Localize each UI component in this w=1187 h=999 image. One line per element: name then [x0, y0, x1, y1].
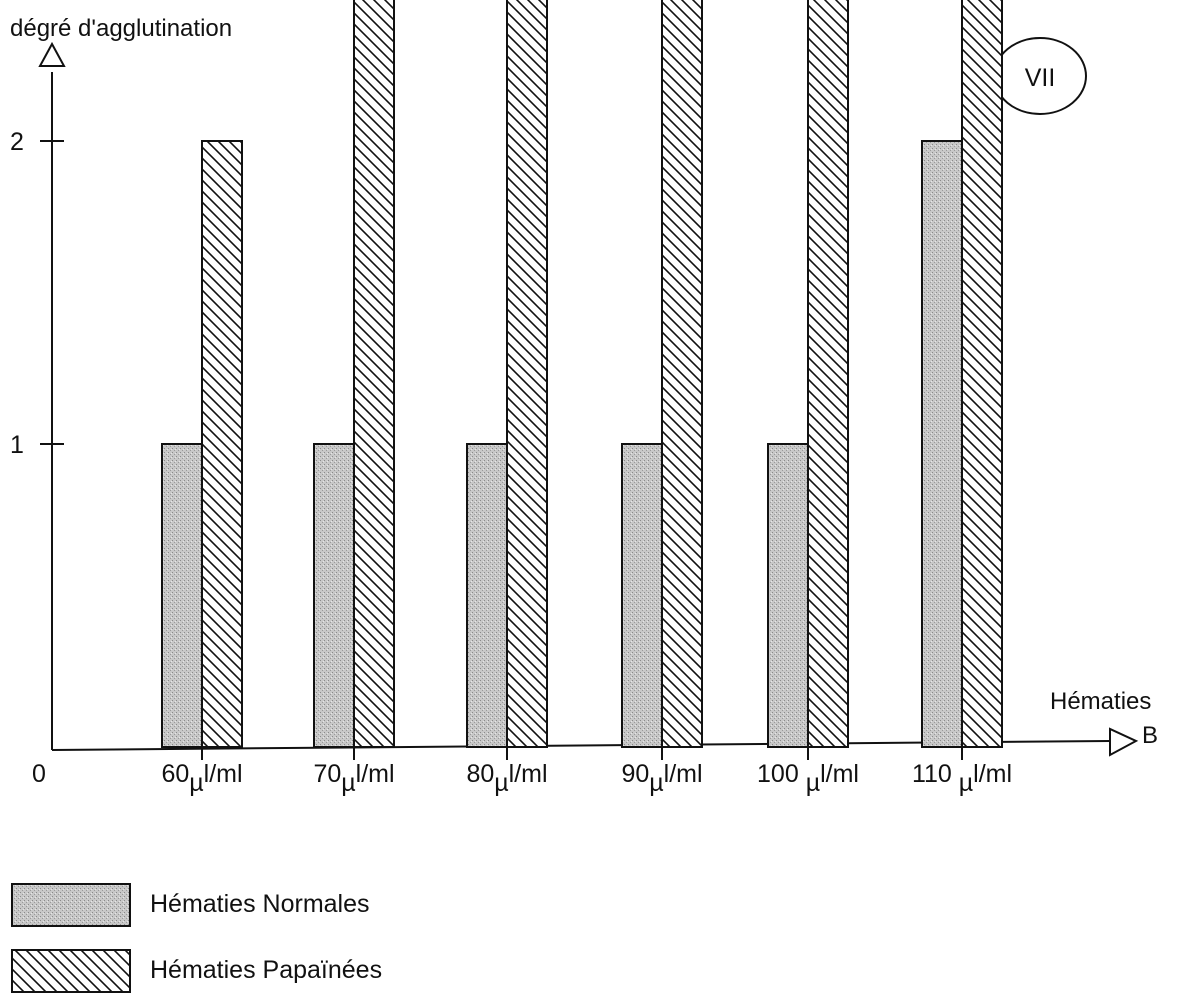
category-mu-symbol: µ — [341, 769, 355, 797]
panel-label: VII — [1025, 64, 1056, 92]
legend-swatch-normales — [11, 883, 131, 927]
y-axis-arrow-icon — [38, 41, 66, 67]
category-number: 100 — [757, 760, 806, 788]
legend-swatch-papainees — [11, 949, 131, 993]
y-axis-title: dégré d'agglutination — [10, 15, 232, 42]
x-category-label: 70µl/ml — [313, 760, 394, 797]
bar-papainees — [661, 0, 703, 748]
category-mu-symbol: µ — [806, 769, 820, 797]
legend-label-papainees: Hématies Papaïnées — [150, 956, 383, 984]
bar-normales — [767, 443, 809, 748]
origin-label: 0 — [32, 760, 46, 788]
category-mu-symbol: µ — [494, 769, 508, 797]
bar-normales — [621, 443, 663, 748]
x-category-label: 100 µl/ml — [757, 760, 859, 797]
category-unit: l/ml — [356, 760, 395, 788]
category-mu-symbol: µ — [959, 769, 973, 797]
x-axis-title-b: B — [1142, 722, 1158, 749]
category-number: 110 — [912, 760, 959, 788]
category-number: 60 — [161, 760, 189, 788]
category-number: 90 — [621, 760, 649, 788]
bar-papainees — [353, 0, 395, 748]
x-category-label: 90µl/ml — [621, 760, 702, 797]
bar-papainees — [961, 0, 1003, 748]
legend-label-normales: Hématies Normales — [150, 890, 370, 918]
x-axis-arrow-icon — [1109, 727, 1139, 757]
x-category-label: 110 µl/ml — [912, 760, 1012, 797]
category-unit: l/ml — [509, 760, 548, 788]
category-unit: l/ml — [973, 760, 1012, 788]
bar-papainees — [201, 140, 243, 748]
bar-normales — [921, 140, 963, 748]
y-tick-label: 2 — [10, 128, 24, 156]
category-number: 80 — [466, 760, 494, 788]
bar-normales — [313, 443, 355, 748]
bar-normales — [466, 443, 508, 748]
category-unit: l/ml — [664, 760, 703, 788]
x-category-label: 60µl/ml — [161, 760, 242, 797]
bar-papainees — [807, 0, 849, 748]
y-tick-label: 1 — [10, 431, 24, 459]
bar-normales — [161, 443, 203, 748]
category-number: 70 — [313, 760, 341, 788]
category-mu-symbol: µ — [649, 769, 663, 797]
category-unit: l/ml — [820, 760, 859, 788]
category-mu-symbol: µ — [189, 769, 203, 797]
x-axis-title: Hématies — [1050, 688, 1151, 715]
x-category-label: 80µl/ml — [466, 760, 547, 797]
category-unit: l/ml — [204, 760, 243, 788]
bar-papainees — [506, 0, 548, 748]
